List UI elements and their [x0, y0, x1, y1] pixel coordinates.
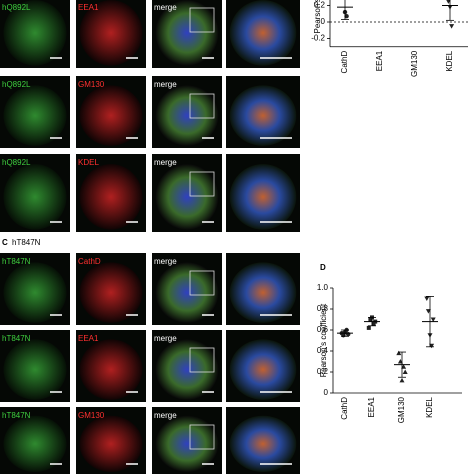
cell-signal — [229, 0, 297, 66]
x-tick-label: CathD — [340, 397, 349, 420]
cell-signal — [229, 339, 297, 400]
cell-signal — [79, 262, 143, 323]
channel-label: KDEL — [78, 158, 99, 167]
channel-label: GM130 — [78, 411, 105, 420]
data-point — [371, 321, 376, 326]
channel-label: hT847N — [2, 334, 31, 343]
channel-label: EEA1 — [78, 334, 99, 343]
cell-signal — [79, 85, 143, 146]
y-tick-label: 1.0 — [317, 283, 329, 292]
data-point — [344, 14, 349, 19]
zoom-box — [189, 270, 215, 296]
panel-letter: C — [2, 238, 8, 247]
channel-label: merge — [154, 80, 177, 89]
channel-label: merge — [154, 334, 177, 343]
zoom-box — [189, 347, 215, 373]
data-point — [366, 325, 371, 330]
data-point — [399, 377, 405, 383]
cell-signal — [3, 85, 67, 146]
channel-label: merge — [154, 411, 177, 420]
channel-label: EEA1 — [78, 3, 99, 12]
cell-signal — [3, 415, 67, 472]
x-tick-label: EEA1 — [367, 396, 376, 417]
channel-label: hQ892L — [2, 158, 31, 167]
channel-label: GM130 — [78, 80, 105, 89]
x-tick-label: GM130 — [397, 396, 406, 423]
data-point — [396, 350, 402, 356]
cell-signal — [229, 415, 297, 472]
x-tick-label: KDEL — [445, 50, 454, 71]
channel-label: CathD — [78, 257, 101, 266]
data-point — [430, 317, 436, 322]
channel-label: merge — [154, 3, 177, 12]
x-tick-label: KDEL — [425, 396, 434, 417]
cell-signal — [155, 415, 219, 472]
data-point — [368, 317, 373, 322]
y-tick-label: 0 — [324, 388, 329, 397]
y-tick-label: 0.8 — [317, 304, 329, 313]
zoom-box — [189, 424, 215, 450]
panel-letter: D — [320, 263, 326, 272]
channel-label: hT847N — [2, 257, 31, 266]
panel-title: hT847N — [12, 238, 41, 247]
y-tick-label: 0.6 — [317, 325, 329, 334]
cell-signal — [229, 262, 297, 323]
x-tick-label: EEA1 — [375, 50, 384, 71]
data-point — [402, 369, 408, 374]
y-tick-label: 0.2 — [314, 1, 326, 10]
zoom-box — [189, 93, 215, 119]
channel-label: merge — [154, 158, 177, 167]
zoom-box — [189, 171, 215, 197]
channel-label: hT847N — [2, 411, 31, 420]
cell-signal — [155, 262, 219, 323]
y-tick-label: -0.2 — [311, 34, 325, 43]
cell-signal — [79, 164, 143, 230]
channel-label: hQ892L — [2, 80, 31, 89]
cell-signal — [3, 0, 67, 66]
data-point — [424, 296, 430, 301]
cell-signal — [229, 85, 297, 146]
zoom-box — [189, 7, 215, 33]
cell-signal — [79, 0, 143, 66]
y-tick-label: 0.2 — [317, 367, 329, 376]
y-axis-label: Pearson's — [313, 0, 322, 33]
data-point — [449, 24, 455, 29]
cell-signal — [3, 262, 67, 323]
data-point — [446, 0, 451, 4]
y-axis-label: Pearson's coefficient — [319, 303, 328, 377]
cell-signal — [155, 339, 219, 400]
channel-label: hQ892L — [2, 3, 31, 12]
cell-signal — [155, 164, 219, 230]
cell-signal — [155, 85, 219, 146]
channel-label: merge — [154, 257, 177, 266]
cell-signal — [155, 0, 219, 66]
cell-signal — [3, 164, 67, 230]
y-tick-label: 0 — [321, 17, 326, 26]
y-tick-label: 0.4 — [317, 346, 329, 355]
cell-signal — [229, 164, 297, 230]
cell-signal — [79, 339, 143, 400]
cell-signal — [79, 415, 143, 472]
x-tick-label: GM130 — [410, 50, 419, 77]
cell-signal — [3, 339, 67, 400]
x-tick-label: CathD — [340, 51, 349, 74]
